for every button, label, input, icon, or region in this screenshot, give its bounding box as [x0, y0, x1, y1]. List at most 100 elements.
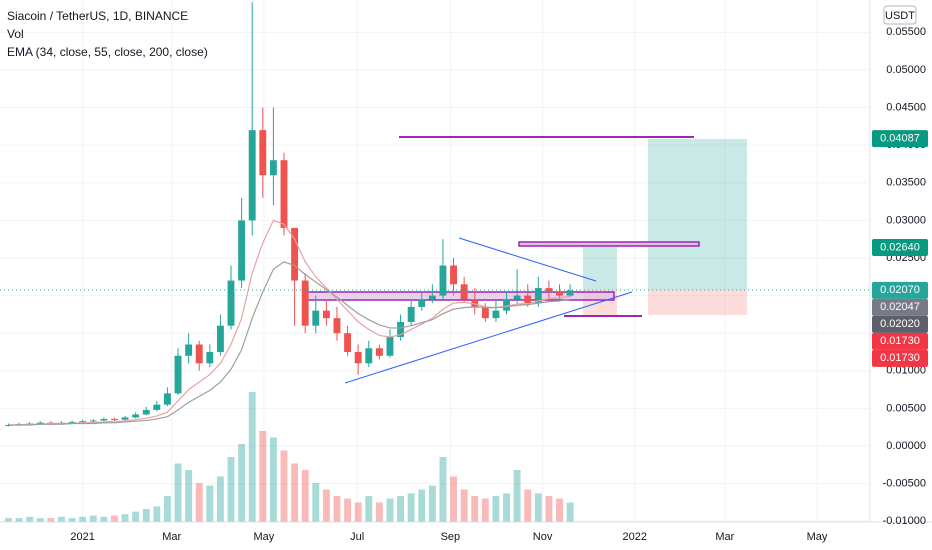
price-label: 0.01730	[880, 335, 920, 347]
price-label: 0.04087	[880, 133, 920, 145]
price-label: 0.02047	[880, 301, 920, 313]
volume-bar	[259, 431, 267, 522]
volume-bar	[132, 511, 140, 522]
volume-bar	[227, 457, 235, 522]
y-tick-label: -0.01000	[883, 515, 926, 527]
volume-layer	[5, 392, 574, 522]
volume-bar	[100, 516, 108, 522]
candle-body	[142, 409, 150, 415]
candle-body	[450, 265, 457, 285]
volume-bar	[238, 444, 246, 522]
price-label-box	[872, 298, 928, 316]
candle-body	[174, 355, 182, 394]
volume-bar	[248, 392, 256, 522]
volume-bar	[471, 496, 479, 522]
volume-bar	[5, 518, 12, 522]
price-label: 0.02640	[880, 241, 920, 253]
candle-body	[503, 299, 510, 311]
volume-bar	[524, 489, 532, 522]
long-stop-zone	[648, 290, 747, 315]
candle-body	[365, 348, 373, 364]
price-label-box	[872, 238, 928, 256]
candle-body	[216, 325, 224, 353]
y-tick-label: 0.00500	[886, 402, 926, 414]
ema-line	[8, 219, 571, 426]
price-label: 0.01730	[880, 352, 920, 364]
candle-body	[524, 295, 532, 304]
volume-bar	[142, 509, 150, 522]
volume-bar	[418, 489, 426, 522]
ema-line	[8, 261, 571, 426]
candle-body	[227, 280, 235, 326]
candle-body	[460, 284, 468, 300]
volume-bar	[89, 515, 97, 522]
volume-bar	[312, 483, 320, 522]
x-tick-label: Mar	[715, 531, 734, 543]
trendline-top	[458, 237, 597, 282]
candle-body	[248, 130, 256, 221]
volume-bar	[492, 496, 500, 522]
volume-bar	[566, 502, 574, 522]
indicator-label: EMA (34, close, 55, close, 200, close)	[7, 45, 208, 59]
long-target-zone	[648, 139, 747, 290]
volume-bar	[386, 498, 394, 522]
candle-body	[471, 299, 479, 307]
candle-body	[492, 310, 500, 319]
candle-body	[291, 227, 299, 281]
candle-body	[428, 295, 436, 300]
volume-bar	[439, 457, 447, 522]
candle-body	[79, 421, 87, 423]
volume-bar	[79, 516, 87, 522]
volume-bar	[513, 470, 521, 522]
y-tick-label: 0.05500	[886, 26, 926, 38]
volume-bar	[556, 498, 563, 522]
candle-body	[386, 336, 394, 356]
candle-body	[238, 220, 246, 281]
candle-body	[418, 299, 426, 307]
price-label-box	[872, 281, 928, 299]
candle-body	[439, 265, 447, 296]
x-tick-label: May	[807, 531, 828, 543]
volume-bar	[301, 470, 309, 522]
candle-body	[397, 321, 405, 337]
candle-body	[513, 295, 521, 300]
volume-bar	[269, 437, 277, 522]
x-tick-label: Jul	[350, 531, 364, 543]
volume-bar	[15, 518, 23, 522]
volume-bar	[344, 498, 352, 522]
trendline-bottom	[344, 291, 633, 384]
volume-bar	[121, 514, 129, 522]
resistance-box	[518, 241, 700, 247]
volume-bar	[216, 476, 224, 522]
candle-body	[195, 344, 203, 364]
candle-body	[375, 348, 383, 356]
candle-body	[322, 310, 330, 319]
candle-body	[100, 418, 108, 421]
currency-box[interactable]	[883, 5, 917, 25]
volume-bar	[503, 493, 510, 522]
x-tick-label: May	[253, 531, 274, 543]
x-tick-label: 2021	[70, 531, 94, 543]
y-tick-label: 0.04500	[886, 101, 926, 113]
candle-body	[344, 333, 352, 353]
candle-body	[269, 160, 277, 176]
y-tick-label: 0.05000	[886, 64, 926, 76]
candle-body	[206, 352, 214, 364]
grid	[0, 0, 870, 522]
plot	[5, 2, 574, 427]
price-label-box	[872, 130, 928, 148]
y-tick-label: 0.03500	[886, 177, 926, 189]
volume-bar	[460, 489, 468, 522]
candle-body	[333, 318, 341, 334]
y-tick-label: 0.00000	[886, 440, 926, 452]
candle-body	[121, 417, 129, 420]
volume-bar	[428, 485, 436, 522]
candle-body	[132, 414, 140, 418]
volume-bar	[174, 463, 182, 522]
axis: 0.055000.050000.045000.040000.035000.030…	[70, 26, 928, 543]
x-tick-label: Sep	[441, 531, 461, 543]
currency: USDT	[885, 10, 915, 22]
volume-bar	[206, 485, 214, 522]
